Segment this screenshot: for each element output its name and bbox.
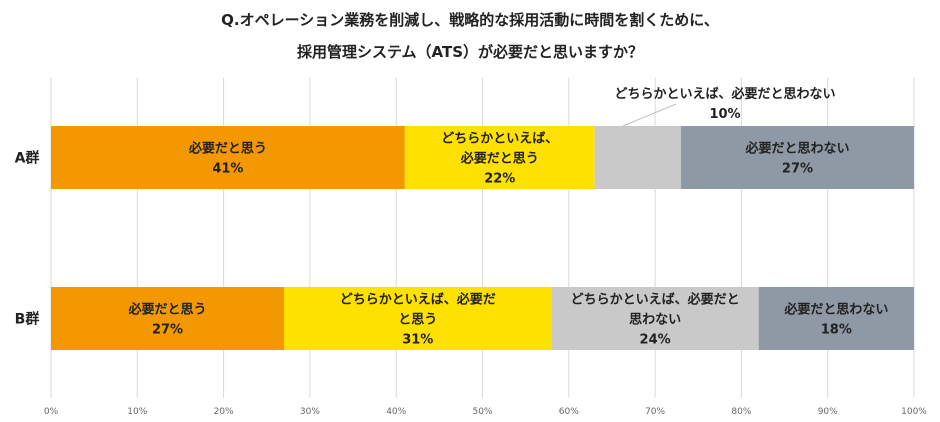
- category-label: B群: [15, 311, 40, 328]
- bar-segment: [758, 287, 914, 350]
- callout-leader-line: [622, 103, 677, 127]
- bar-segment: [551, 287, 759, 350]
- bar-segment: [51, 287, 285, 350]
- chart-title-line-1: Q.オペレーション業務を削減し、戦略的な採用活動に時間を割くために、: [221, 11, 719, 29]
- data-label: 必要だと思う: [127, 302, 206, 318]
- data-label-value: 31%: [402, 333, 433, 348]
- data-label: どちらかといえば、: [441, 132, 558, 147]
- data-label-value: 10%: [709, 107, 740, 122]
- chart-title-line-2: 採用管理システム（ATS）が必要だと思いますか？: [297, 43, 643, 61]
- data-label-value: 22%: [484, 172, 515, 187]
- data-label: どちらかといえば、必要だと思わない: [614, 86, 835, 102]
- bar-segment: [404, 126, 595, 189]
- data-label: 必要だと思わない: [744, 141, 849, 157]
- data-label: どちらかといえば、必要だ: [340, 292, 496, 308]
- x-tick-label: 0%: [44, 407, 59, 417]
- x-tick-label: 90%: [818, 407, 838, 417]
- bars: [51, 126, 914, 350]
- x-tick-label: 40%: [386, 407, 406, 417]
- bar-segment: [680, 126, 914, 189]
- data-label: 必要だと思わない: [783, 302, 888, 318]
- category-label: A群: [15, 150, 40, 167]
- bar-segment: [594, 126, 681, 189]
- x-tick-label: 30%: [300, 407, 320, 417]
- data-label: と思う: [398, 313, 437, 328]
- x-tick-label: 80%: [731, 407, 751, 417]
- x-tick-label: 10%: [127, 407, 147, 417]
- segment-labels: A群必要だと思う41%どちらかといえば、必要だと思う22%どちらかといえば、必要…: [15, 86, 889, 348]
- data-label-value: 27%: [152, 323, 183, 338]
- x-tick-label: 70%: [645, 407, 665, 417]
- data-label: 必要だと思う: [188, 141, 267, 157]
- x-tick-label: 100%: [901, 407, 927, 417]
- x-tick-label: 50%: [472, 407, 492, 417]
- bar-segment: [51, 126, 405, 189]
- x-tick-label: 60%: [559, 407, 579, 417]
- data-label-value: 24%: [640, 333, 671, 348]
- x-axis: 0% 10% 20% 30% 40% 50% 60% 70% 80% 90% 100%: [44, 407, 927, 417]
- x-tick-label: 20%: [214, 407, 234, 417]
- data-label-value: 41%: [212, 162, 243, 177]
- data-label: 必要だと思う: [460, 151, 539, 167]
- data-label: どちらかといえば、必要だと: [571, 292, 740, 308]
- data-label-value: 27%: [782, 162, 813, 177]
- data-label: 思わない: [629, 313, 681, 328]
- data-label-value: 18%: [821, 323, 852, 338]
- bar-segment: [284, 287, 552, 350]
